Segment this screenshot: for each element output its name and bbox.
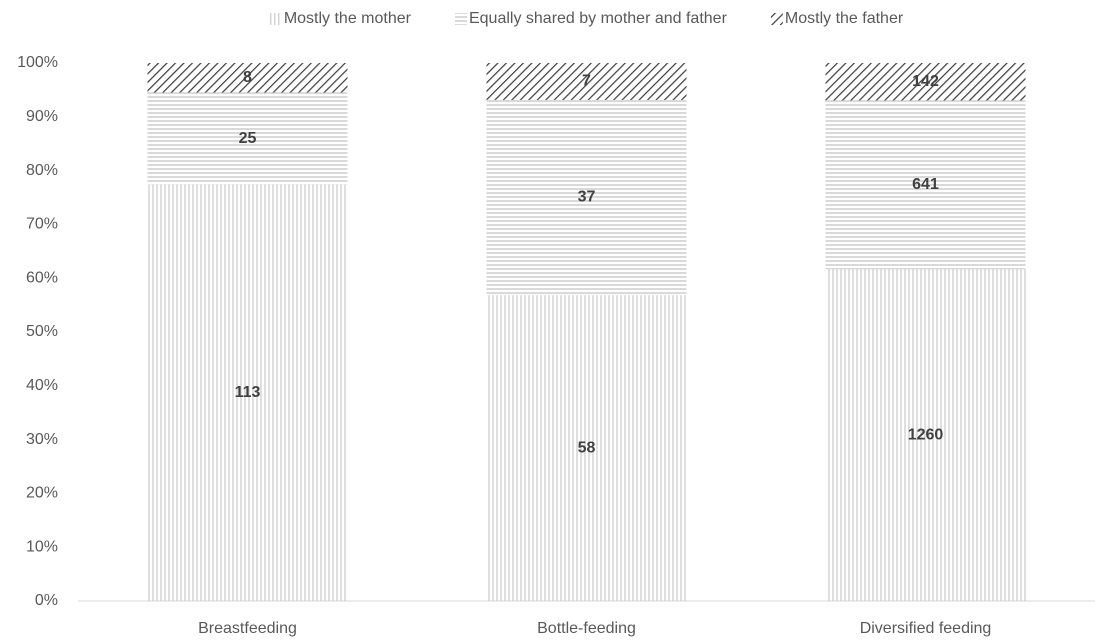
bar-segment <box>825 269 1026 601</box>
y-tick-label: 70% <box>26 216 58 233</box>
legend-swatch <box>269 13 282 25</box>
bar-segment <box>147 63 348 93</box>
legend: Mostly the mother Equally shared by mothe… <box>269 10 904 27</box>
legend-label: Mostly the mother <box>284 10 412 27</box>
x-tick-label: Breastfeeding <box>198 620 297 637</box>
x-tick-label: Bottle-feeding <box>537 620 636 637</box>
bar-segment <box>147 92 348 185</box>
legend-label: Equally shared by mother and father <box>469 10 728 27</box>
data-label: 113 <box>235 384 261 401</box>
y-tick-label: 30% <box>26 431 58 448</box>
data-label: 58 <box>578 439 596 456</box>
y-tick-label: 60% <box>26 269 58 286</box>
y-tick-label: 10% <box>26 538 58 555</box>
data-label: 1260 <box>908 426 944 443</box>
data-label: 25 <box>239 130 257 147</box>
y-tick-label: 40% <box>26 377 58 394</box>
legend-swatch <box>770 13 783 25</box>
y-tick-label: 80% <box>26 162 58 179</box>
bar-segment <box>486 295 687 601</box>
data-label: 8 <box>243 69 252 86</box>
data-label: 7 <box>582 73 591 90</box>
x-tick-label: Diversified feeding <box>860 620 992 637</box>
data-label: 641 <box>912 176 939 193</box>
data-label: 142 <box>912 73 939 90</box>
y-tick-label: 0% <box>35 592 58 609</box>
bar-segment <box>147 184 348 602</box>
data-label: 37 <box>578 189 596 206</box>
y-tick-label: 20% <box>26 485 58 502</box>
bar-segment <box>825 100 1026 270</box>
legend-label: Mostly the father <box>785 10 904 27</box>
y-tick-label: 90% <box>26 108 58 125</box>
y-tick-label: 50% <box>26 323 58 340</box>
y-tick-label: 100% <box>17 54 58 71</box>
bar-segment <box>825 63 1026 101</box>
bar-segment <box>486 99 687 296</box>
bar-segment <box>486 63 687 100</box>
legend-swatch <box>454 13 467 25</box>
